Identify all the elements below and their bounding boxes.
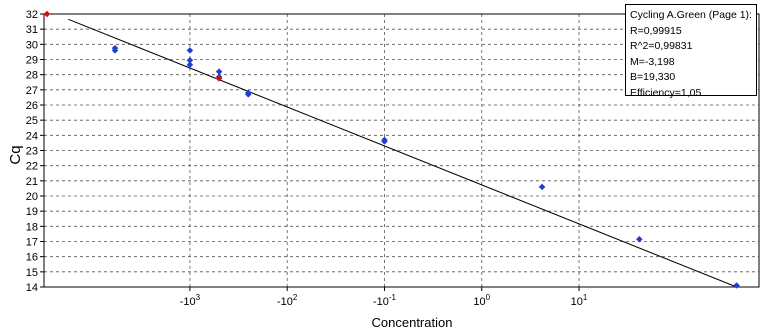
- y-axis-ticks: 14 15 16 17 18 19 20 21 22 23 24 25 26 27 28 29 30 31 32: [26, 9, 44, 294]
- y-tick-label: 26: [26, 100, 38, 112]
- y-tick-label: 23: [26, 146, 38, 158]
- stats-r: R=0,99915: [630, 24, 682, 37]
- x-tick-base: -10: [277, 296, 293, 308]
- y-tick-label: 24: [26, 130, 38, 142]
- y-tick-label: 17: [26, 237, 38, 249]
- y-axis-label: Cq: [7, 145, 24, 164]
- data-point: [186, 61, 194, 69]
- x-tick-label: 101: [571, 293, 588, 308]
- x-tick-base: 10: [473, 296, 485, 308]
- x-tick-exponent: 2: [293, 293, 298, 302]
- data-points: [43, 10, 740, 289]
- y-tick-label: 21: [26, 176, 38, 188]
- x-tick-exponent: 3: [196, 293, 201, 302]
- data-point: [538, 183, 546, 191]
- x-tick-base: -10: [180, 296, 196, 308]
- data-point: [43, 10, 51, 18]
- x-tick-label: -10-1: [373, 293, 397, 308]
- stats-efficiency: Efficiency=1,05: [630, 86, 702, 99]
- data-point: [215, 75, 223, 82]
- stats-intercept: B=19,330: [630, 71, 676, 84]
- x-tick-label: -103: [180, 293, 201, 308]
- data-point: [635, 235, 643, 243]
- data-point: [381, 138, 388, 145]
- y-tick-label: 15: [26, 267, 38, 279]
- y-tick-label: 18: [26, 221, 38, 233]
- x-tick-label: -102: [277, 293, 298, 308]
- y-tick-label: 20: [26, 191, 38, 203]
- stats-title: Cycling A.Green (Page 1):: [630, 9, 752, 21]
- x-tick-base: 10: [571, 296, 583, 308]
- x-axis-label: Concentration: [372, 315, 453, 330]
- data-point: [733, 282, 740, 289]
- y-tick-label: 16: [26, 252, 38, 264]
- y-tick-label: 27: [26, 85, 38, 97]
- y-tick-label: 28: [26, 70, 38, 82]
- y-tick-label: 29: [26, 55, 38, 67]
- data-point: [186, 47, 194, 54]
- y-tick-label: 19: [26, 206, 38, 218]
- regression-stats-box: Cycling A.Green (Page 1): R=0,99915 R^2=…: [625, 4, 757, 99]
- y-tick-label: 32: [26, 9, 38, 21]
- fit-line: [68, 18, 737, 288]
- stats-r-squared: R^2=0,99831: [630, 40, 693, 53]
- data-point: [244, 91, 252, 98]
- y-tick-label: 14: [26, 282, 38, 294]
- x-tick-exponent: 1: [583, 293, 588, 302]
- x-tick-exponent: -1: [389, 293, 397, 302]
- y-tick-label: 30: [26, 39, 38, 51]
- x-axis-ticks: -103 -102 -10-1 100 101: [180, 287, 588, 308]
- x-tick-label: 100: [473, 293, 490, 308]
- y-tick-label: 25: [26, 115, 38, 127]
- x-tick-exponent: 0: [486, 293, 491, 302]
- stats-slope: M=-3,198: [630, 55, 675, 68]
- data-point: [111, 47, 119, 54]
- y-tick-label: 31: [26, 24, 38, 36]
- fit-line-group: [68, 18, 737, 288]
- y-tick-label: 22: [26, 161, 38, 173]
- x-tick-base: -10: [373, 296, 389, 308]
